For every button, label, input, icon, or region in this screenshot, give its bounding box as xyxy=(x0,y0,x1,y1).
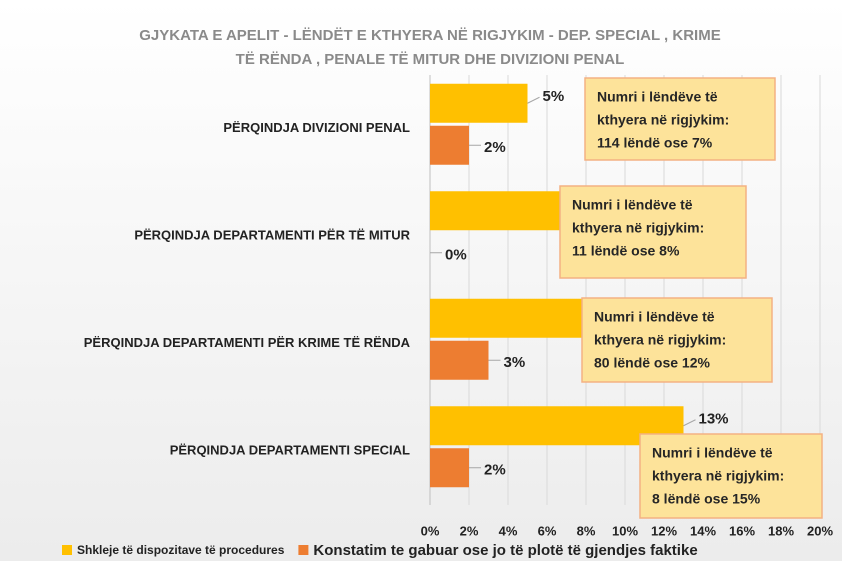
annotation-text: Numri i lëndëve të xyxy=(572,197,693,213)
annotation-text: 8 lëndë ose 15% xyxy=(652,491,761,507)
annotation-text: kthyera në rigjykim: xyxy=(597,112,729,128)
annotation-text: kthyera në rigjykim: xyxy=(572,220,704,236)
data-label: 0% xyxy=(445,247,467,264)
annotation-text: 80 lëndë ose 12% xyxy=(594,355,711,371)
bar xyxy=(430,340,489,380)
annotation-box xyxy=(581,297,773,383)
x-tick-label: 10% xyxy=(612,523,638,538)
legend-label: Konstatim te gabuar ose jo të plotë të g… xyxy=(313,542,697,559)
annotation-text: 114 lëndë ose 7% xyxy=(597,135,713,151)
x-tick-label: 14% xyxy=(690,523,716,538)
bar xyxy=(430,298,606,338)
y-tick-label: PËRQINDJA DEPARTAMENTI PËR KRIME TË RËND… xyxy=(84,335,411,350)
legend-label: Shkleje të dispozitave të procedures xyxy=(77,543,285,557)
data-label: 3% xyxy=(504,354,526,371)
leader-line xyxy=(683,419,696,427)
y-tick-label: PËRQINDJA DEPARTAMENTI PËR TË MITUR xyxy=(134,228,410,243)
x-tick-label: 16% xyxy=(729,523,755,538)
bar xyxy=(430,448,469,488)
annotation-text: Numri i lëndëve të xyxy=(594,309,715,325)
chart-title: TË RËNDA , PENALE TË MITUR DHE DIVIZIONI… xyxy=(236,51,625,68)
x-tick-label: 4% xyxy=(499,523,518,538)
legend-swatch xyxy=(298,545,309,555)
x-tick-label: 6% xyxy=(538,523,557,538)
legend-swatch xyxy=(62,545,72,555)
data-label: 2% xyxy=(484,139,506,156)
x-tick-label: 18% xyxy=(768,523,794,538)
data-label: 13% xyxy=(699,411,729,428)
annotation-text: Numri i lëndëve të xyxy=(597,89,718,105)
chart-title: GJYKATA E APELIT - LËNDËT E KTHYERA NË R… xyxy=(139,27,720,44)
y-tick-label: PËRQINDJA DEPARTAMENTI SPECIAL xyxy=(170,443,410,458)
bar xyxy=(430,83,528,123)
annotation-text: Numri i lëndëve të xyxy=(652,445,773,461)
x-tick-label: 0% xyxy=(421,523,440,538)
annotation-text: 11 lëndë ose 8% xyxy=(572,243,680,259)
x-tick-label: 2% xyxy=(460,523,479,538)
x-tick-label: 20% xyxy=(807,523,833,538)
x-tick-label: 8% xyxy=(577,523,596,538)
data-label: 2% xyxy=(484,462,506,479)
annotation-text: kthyera në rigjykim: xyxy=(594,332,726,348)
bar xyxy=(430,125,469,165)
annotation-box xyxy=(559,185,747,279)
data-label: 5% xyxy=(543,88,565,105)
leader-line xyxy=(527,96,540,104)
y-tick-label: PËRQINDJA DIVIZIONI PENAL xyxy=(223,120,410,135)
annotation-text: kthyera në rigjykim: xyxy=(652,468,784,484)
x-tick-label: 12% xyxy=(651,523,677,538)
annotation-box xyxy=(584,77,776,161)
annotation-box xyxy=(639,433,823,519)
